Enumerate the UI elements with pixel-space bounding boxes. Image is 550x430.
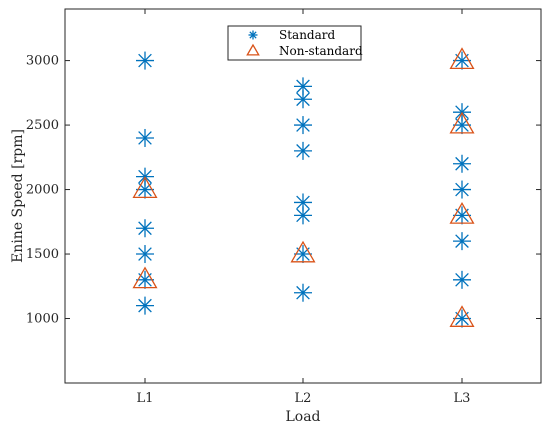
x-axis: L1 L2 L3 xyxy=(137,9,471,406)
data-point-standard xyxy=(136,245,154,264)
data-point-standard xyxy=(294,77,312,96)
legend-marker-non-standard xyxy=(246,43,260,56)
y-tick-label: 2500 xyxy=(26,118,59,133)
legend-label: Non-standard xyxy=(279,44,363,58)
data-point-non-standard xyxy=(132,176,158,199)
y-tick-label: 2000 xyxy=(26,183,59,198)
data-point-standard xyxy=(294,283,312,302)
data-point-standard xyxy=(453,116,471,135)
y-tick-label: 3000 xyxy=(26,54,59,69)
data-point-standard xyxy=(294,193,312,212)
data-point-non-standard xyxy=(132,266,158,289)
y-tick-label: 1000 xyxy=(26,312,59,327)
data-point-standard xyxy=(136,51,154,70)
data-point-non-standard xyxy=(449,202,475,224)
data-point-standard xyxy=(294,206,312,225)
x-tick-label: L3 xyxy=(454,391,471,406)
y-axis: 1000 1500 2000 2500 3000 xyxy=(26,54,541,327)
data-point-non-standard xyxy=(290,240,316,263)
data-point-standard xyxy=(453,232,471,251)
data-point-standard xyxy=(294,90,312,109)
data-point-standard xyxy=(136,296,154,315)
data-point-standard xyxy=(453,154,471,173)
data-point-standard xyxy=(136,180,154,199)
x-tick-label: L1 xyxy=(137,391,154,406)
data-point-non-standard xyxy=(449,305,475,327)
chart-marks xyxy=(132,47,475,328)
data-point-non-standard xyxy=(449,111,475,134)
legend: Standard Non-standard xyxy=(227,25,363,61)
data-point-standard xyxy=(136,219,154,238)
x-axis-label: Load xyxy=(285,409,320,425)
legend-marker-standard xyxy=(248,30,258,40)
data-point-standard xyxy=(453,180,471,199)
y-tick-label: 1500 xyxy=(26,247,59,262)
y-axis-label: Enine Speed [rpm] xyxy=(10,129,26,263)
legend-label: Standard xyxy=(279,28,335,42)
x-tick-label: L2 xyxy=(295,391,312,406)
data-point-non-standard xyxy=(449,47,475,70)
data-point-standard xyxy=(136,128,154,147)
data-point-standard xyxy=(294,141,312,160)
data-point-standard xyxy=(453,270,471,289)
data-point-standard xyxy=(294,116,312,135)
